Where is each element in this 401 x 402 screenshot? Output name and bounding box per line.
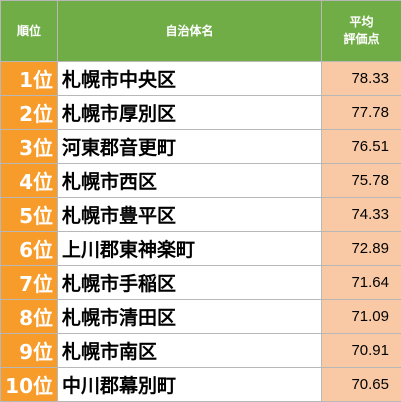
municipality-name-cell: 札幌市清田区 xyxy=(58,300,322,334)
table-row: 2位 札幌市厚別区 77.78 xyxy=(1,96,401,130)
score-cell: 70.65 xyxy=(322,368,401,402)
table-body: 1位 札幌市中央区 78.33 2位 札幌市厚別区 77.78 3位 河東郡音更… xyxy=(1,62,401,402)
rank-cell: 5位 xyxy=(1,198,58,232)
score-cell: 74.33 xyxy=(322,198,401,232)
score-cell: 75.78 xyxy=(322,164,401,198)
table-header: 順位 自治体名 平均評価点 xyxy=(1,1,401,62)
table-row: 7位 札幌市手稲区 71.64 xyxy=(1,266,401,300)
score-cell: 71.09 xyxy=(322,300,401,334)
header-row: 順位 自治体名 平均評価点 xyxy=(1,1,401,62)
score-header-line2: 評価点 xyxy=(343,32,379,46)
column-header-rank: 順位 xyxy=(1,1,58,62)
municipality-name-cell: 札幌市南区 xyxy=(58,334,322,368)
rank-cell: 3位 xyxy=(1,130,58,164)
rank-cell: 7位 xyxy=(1,266,58,300)
rank-cell: 6位 xyxy=(1,232,58,266)
rank-cell: 10位 xyxy=(1,368,58,402)
column-header-score: 平均評価点 xyxy=(322,1,401,62)
table-row: 1位 札幌市中央区 78.33 xyxy=(1,62,401,96)
score-cell: 72.89 xyxy=(322,232,401,266)
table-row: 5位 札幌市豊平区 74.33 xyxy=(1,198,401,232)
score-cell: 77.78 xyxy=(322,96,401,130)
municipality-name-cell: 札幌市手稲区 xyxy=(58,266,322,300)
municipality-name-cell: 札幌市西区 xyxy=(58,164,322,198)
score-cell: 78.33 xyxy=(322,62,401,96)
score-header-line1: 平均 xyxy=(349,15,373,29)
table-row: 9位 札幌市南区 70.91 xyxy=(1,334,401,368)
rank-cell: 8位 xyxy=(1,300,58,334)
table-row: 8位 札幌市清田区 71.09 xyxy=(1,300,401,334)
table-row: 3位 河東郡音更町 76.51 xyxy=(1,130,401,164)
municipality-name-cell: 札幌市中央区 xyxy=(58,62,322,96)
score-cell: 71.64 xyxy=(322,266,401,300)
municipality-name-cell: 札幌市厚別区 xyxy=(58,96,322,130)
table-row: 6位 上川郡東神楽町 72.89 xyxy=(1,232,401,266)
table-row: 10位 中川郡幕別町 70.65 xyxy=(1,368,401,402)
municipality-name-cell: 中川郡幕別町 xyxy=(58,368,322,402)
column-header-name: 自治体名 xyxy=(58,1,322,62)
municipality-name-cell: 河東郡音更町 xyxy=(58,130,322,164)
rank-cell: 9位 xyxy=(1,334,58,368)
table-row: 4位 札幌市西区 75.78 xyxy=(1,164,401,198)
rank-cell: 2位 xyxy=(1,96,58,130)
municipality-name-cell: 札幌市豊平区 xyxy=(58,198,322,232)
rank-cell: 4位 xyxy=(1,164,58,198)
score-cell: 70.91 xyxy=(322,334,401,368)
rank-cell: 1位 xyxy=(1,62,58,96)
score-cell: 76.51 xyxy=(322,130,401,164)
municipality-name-cell: 上川郡東神楽町 xyxy=(58,232,322,266)
